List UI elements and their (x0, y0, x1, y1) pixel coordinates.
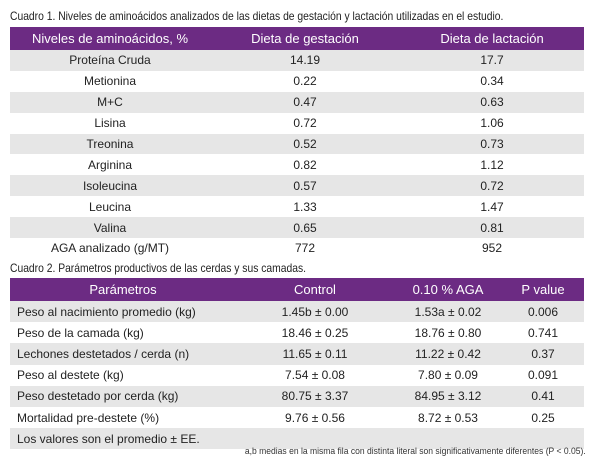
table-note-row: Los valores son el promedio ± EE. (10, 428, 584, 450)
table-cell: 0.47 (210, 91, 400, 113)
table-cell: 11.22 ± 0.42 (394, 343, 502, 365)
table-cell: 1.06 (400, 112, 584, 134)
table-cell: 1.33 (210, 196, 400, 218)
table-row: Lisina 0.72 1.06 (10, 112, 584, 134)
table-cell: 84.95 ± 3.12 (394, 385, 502, 407)
table-body: Proteína Cruda 14.19 17.7 Metionina 0.22 0.34… (10, 50, 584, 259)
table-header-row: Parámetros Control 0.10 % AGA P value (10, 278, 584, 301)
table-row: Arginina 0.82 1.12 (10, 154, 584, 176)
table-cell: 11.65 ± 0.11 (236, 343, 394, 365)
table-cell: 8.72 ± 0.53 (394, 406, 502, 429)
column-header: 0.10 % AGA (394, 278, 502, 301)
table-row: Valina 0.65 0.81 (10, 217, 584, 239)
table-cell: 0.65 (210, 217, 400, 239)
table-cell: Valina (10, 217, 210, 239)
table-cell: 0.57 (210, 175, 400, 197)
table-cell: Isoleucina (10, 175, 210, 197)
table-cell: 0.73 (400, 133, 584, 155)
table-row: Mortalidad pre-destete (%) 9.76 ± 0.56 8.7… (10, 406, 584, 429)
table-cell: Leucina (10, 196, 210, 218)
table-row: Metionina 0.22 0.34 (10, 70, 584, 92)
table-cell: 1.45b ± 0.00 (236, 301, 394, 323)
table-cell: 7.54 ± 0.08 (236, 364, 394, 386)
column-header: P value (502, 278, 584, 301)
table-cell: 0.741 (502, 322, 584, 344)
table-cell: 80.75 ± 3.37 (236, 385, 394, 407)
table-cell: Mortalidad pre-destete (%) (10, 406, 236, 429)
footnote: a,b medias en la misma fila con distinta… (245, 446, 586, 457)
table-cell: Treonina (10, 133, 210, 155)
table-cell: 1.12 (400, 154, 584, 176)
table-cell: 0.25 (502, 406, 584, 429)
table-cell: 17.7 (400, 50, 584, 71)
table-cell: Peso destetado por cerda (kg) (10, 385, 236, 407)
table2-caption: Cuadro 2. Parámetros productivos de las … (10, 261, 306, 275)
table-cell: 0.52 (210, 133, 400, 155)
productive-parameters-table: Parámetros Control 0.10 % AGA P value Pe… (10, 278, 584, 450)
table-cell: 1.47 (400, 196, 584, 218)
table-cell: 0.006 (502, 301, 584, 323)
table-cell: Arginina (10, 154, 210, 176)
table-cell: Peso al nacimiento promedio (kg) (10, 301, 236, 323)
table-cell: 0.34 (400, 70, 584, 92)
table-cell: 9.76 ± 0.56 (236, 406, 394, 429)
table-cell: 18.76 ± 0.80 (394, 322, 502, 344)
table-cell: 952 (400, 238, 584, 259)
table-row: Lechones destetados / cerda (n) 11.65 ± 0… (10, 343, 584, 365)
table-cell: Metionina (10, 70, 210, 92)
column-header: Control (236, 278, 394, 301)
table-cell: 0.82 (210, 154, 400, 176)
column-header: Dieta de gestación (210, 27, 400, 50)
table-row: Proteína Cruda 14.19 17.7 (10, 50, 584, 71)
table-row: Peso al nacimiento promedio (kg) 1.45b ± … (10, 301, 584, 323)
table-cell: AGA analizado (g/MT) (10, 238, 210, 259)
table-cell: 14.19 (210, 50, 400, 71)
column-header: Niveles de aminoácidos, % (10, 27, 210, 50)
table-cell: 1.53a ± 0.02 (394, 301, 502, 323)
table-row: AGA analizado (g/MT) 772 952 (10, 238, 584, 259)
table-row: Peso al destete (kg) 7.54 ± 0.08 7.80 ± 0.… (10, 364, 584, 386)
table-cell: Peso al destete (kg) (10, 364, 236, 386)
table-body: Peso al nacimiento promedio (kg) 1.45b ± … (10, 301, 584, 450)
table-row: Isoleucina 0.57 0.72 (10, 175, 584, 197)
table-header-row: Niveles de aminoácidos, % Dieta de gesta… (10, 27, 584, 50)
table-cell: 0.63 (400, 91, 584, 113)
table-row: Peso de la camada (kg) 18.46 ± 0.25 18.76 … (10, 322, 584, 344)
table-cell: 7.80 ± 0.09 (394, 364, 502, 386)
table-cell: 772 (210, 238, 400, 259)
column-header: Dieta de lactación (400, 27, 584, 50)
table-cell: Lechones destetados / cerda (n) (10, 343, 236, 365)
table-row: Treonina 0.52 0.73 (10, 133, 584, 155)
amino-acid-table: Niveles de aminoácidos, % Dieta de gesta… (10, 27, 584, 259)
table-cell: Peso de la camada (kg) (10, 322, 236, 344)
table-row: M+C 0.47 0.63 (10, 91, 584, 113)
table-cell: 18.46 ± 0.25 (236, 322, 394, 344)
table1-caption: Cuadro 1. Niveles de aminoácidos analiza… (10, 9, 504, 23)
table-note: Los valores son el promedio ± EE. (10, 428, 584, 450)
table-cell: M+C (10, 91, 210, 113)
table-cell: 0.72 (210, 112, 400, 134)
table-cell: Lisina (10, 112, 210, 134)
table-cell: Proteína Cruda (10, 50, 210, 71)
table-cell: 0.37 (502, 343, 584, 365)
table-cell: 0.81 (400, 217, 584, 239)
table-cell: 0.72 (400, 175, 584, 197)
table-cell: 0.22 (210, 70, 400, 92)
column-header: Parámetros (10, 278, 236, 301)
table-row: Leucina 1.33 1.47 (10, 196, 584, 218)
table-row: Peso destetado por cerda (kg) 80.75 ± 3.3… (10, 385, 584, 407)
table-cell: 0.41 (502, 385, 584, 407)
table-cell: 0.091 (502, 364, 584, 386)
